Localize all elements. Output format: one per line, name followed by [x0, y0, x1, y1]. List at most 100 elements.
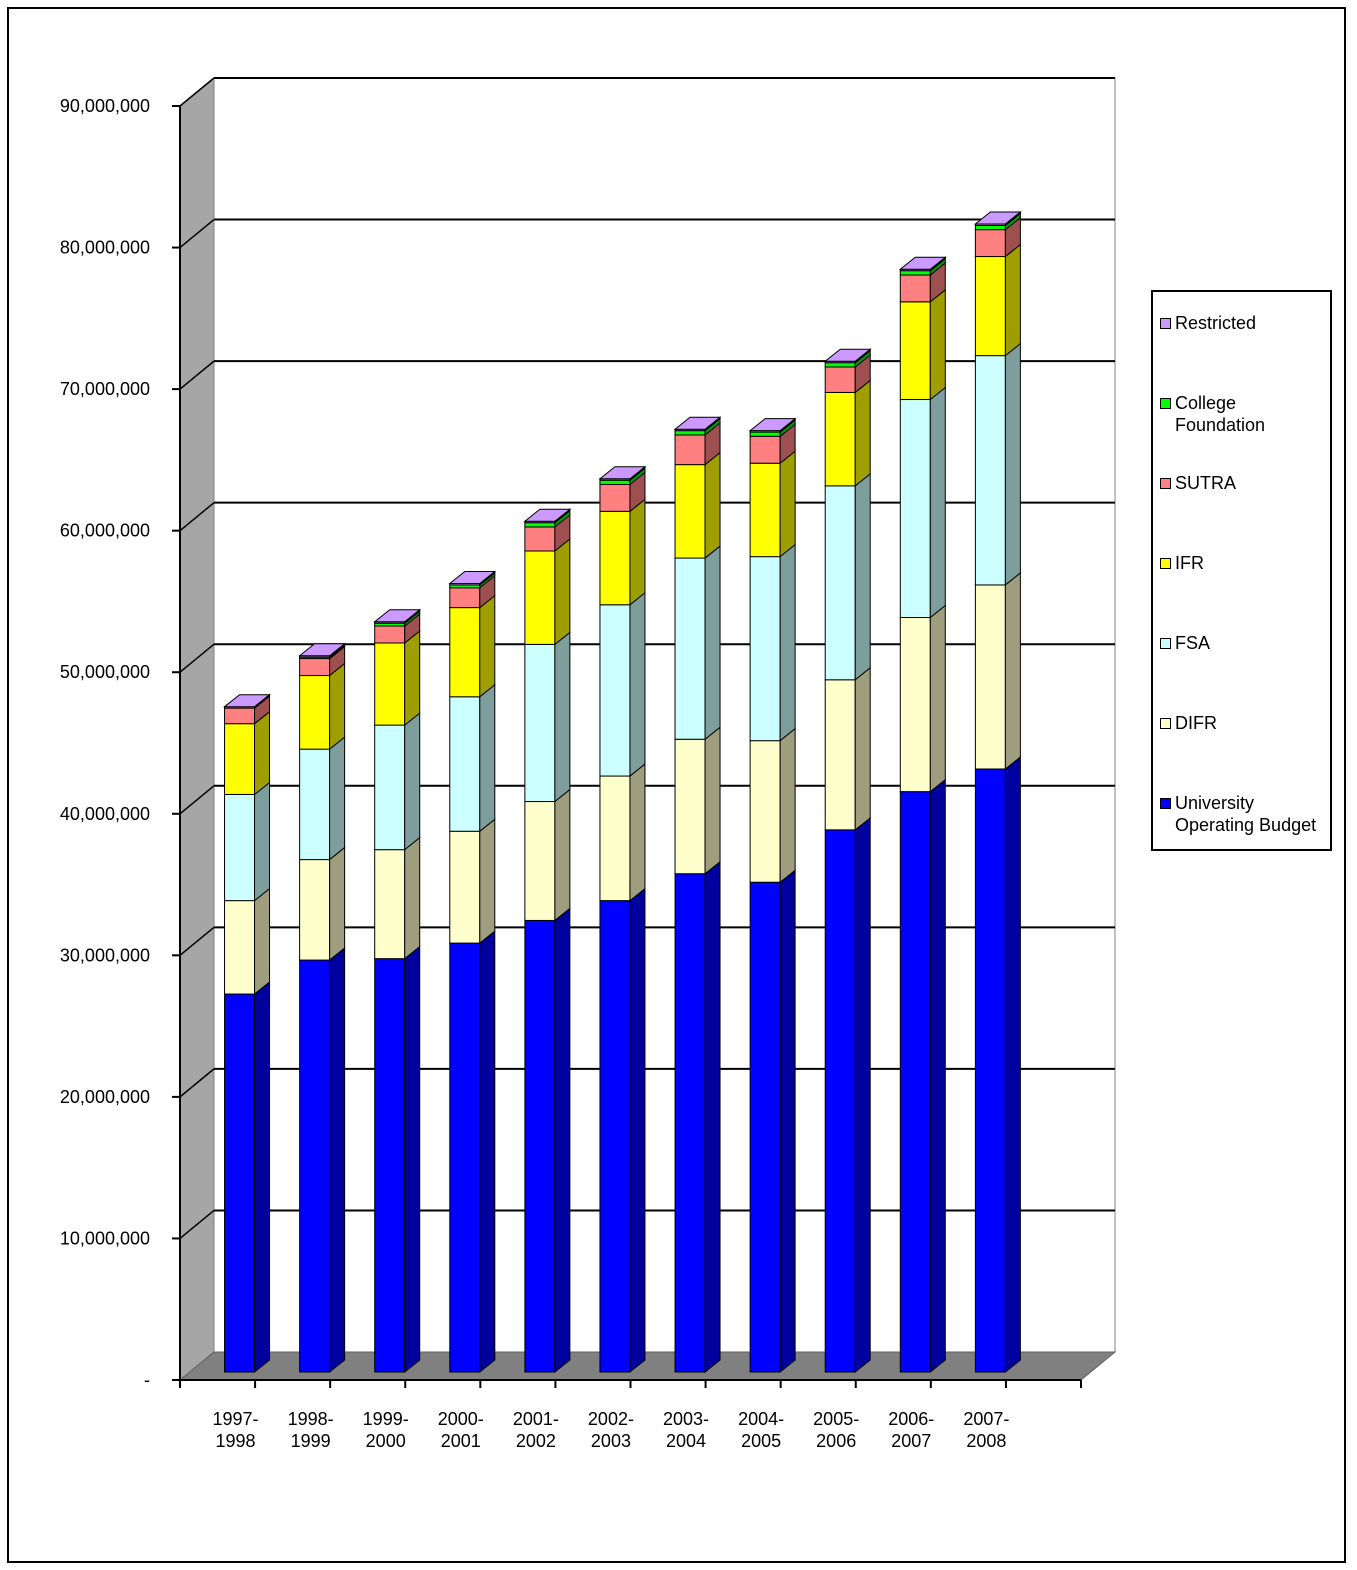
gridline-diagonal — [179, 1068, 215, 1098]
gridlines — [179, 77, 1115, 1240]
gridline-diagonal — [179, 926, 215, 956]
bar-segment — [599, 900, 631, 1373]
bar-segment-side — [629, 591, 646, 778]
bar-segment-side — [479, 930, 496, 1374]
bar-stack — [898, 256, 947, 1374]
bar-segment-side — [779, 727, 796, 884]
bar-segment — [374, 625, 406, 644]
bar-segment-side — [1004, 342, 1021, 586]
y-tick-label: 60,000,000 — [60, 521, 150, 541]
bar-segment-side — [254, 781, 271, 902]
bar-stack — [448, 570, 497, 1374]
bar-stack — [298, 642, 347, 1374]
bar-segment-side — [779, 450, 796, 558]
bar-segment-side — [1004, 571, 1021, 771]
x-tick-label: 2000- — [438, 1409, 484, 1429]
bar-segment-side — [779, 869, 796, 1374]
legend-swatch — [1160, 318, 1171, 329]
bar-segment — [224, 993, 256, 1373]
bar-stack — [373, 608, 422, 1374]
bar-segment — [824, 485, 856, 681]
bar-segment — [824, 829, 856, 1373]
bar-top — [598, 466, 647, 480]
legend: Restricted College Foundation SUTRA IFR FSA DI… — [1151, 290, 1332, 851]
bar-segment — [374, 849, 406, 960]
bar-stack — [748, 417, 797, 1374]
bar-segment-side — [254, 981, 271, 1374]
bar-stack — [523, 508, 572, 1374]
bar-segment-side — [479, 594, 496, 698]
legend-label: University Operating Budget — [1175, 792, 1316, 836]
legend-swatch — [1160, 718, 1171, 729]
bar-segment-side — [854, 472, 871, 681]
bar-segment — [824, 679, 856, 831]
bar-segment — [374, 958, 406, 1373]
y-tick-label: 40,000,000 — [60, 804, 150, 824]
bar-segment — [599, 604, 631, 777]
bar-segment-side — [929, 604, 946, 793]
y-tick-label: 20,000,000 — [60, 1087, 150, 1107]
bar-segment — [599, 510, 631, 606]
bar-segment-side — [1004, 243, 1021, 357]
bar-segment — [974, 768, 1006, 1373]
bar-top — [223, 694, 271, 708]
bar-segment — [299, 748, 331, 861]
legend-label-line: Restricted — [1175, 313, 1257, 333]
y-tick-labels: - 10,000,000 20,000,000 30,000,000 40,000,00… — [60, 96, 150, 1390]
gridline-diagonal — [179, 643, 215, 673]
x-tick-label: 2001 — [441, 1431, 481, 1451]
y-tick-label: 30,000,000 — [60, 945, 150, 965]
bar-segment — [899, 617, 931, 793]
bar-stack — [223, 693, 271, 1374]
bar-top — [298, 643, 347, 657]
y-tick-label: - — [144, 1370, 150, 1390]
x-tick-label: 2002- — [588, 1409, 634, 1429]
bar-segment — [449, 830, 481, 944]
bars — [223, 210, 1022, 1374]
bar-segment — [299, 959, 331, 1373]
legend-label: DIFR — [1175, 712, 1217, 734]
legend-swatch — [1160, 558, 1171, 569]
bar-segment-side — [929, 386, 946, 619]
x-tick-label: 2003- — [663, 1409, 709, 1429]
bar-top — [673, 416, 722, 430]
bar-segment-side — [479, 818, 496, 945]
bar-segment — [449, 942, 481, 1373]
bar-segment-side — [629, 498, 646, 606]
bar-segment-side — [854, 816, 871, 1374]
legend-label-line: College — [1175, 393, 1237, 413]
bar-stack — [823, 348, 872, 1374]
bar-segment-side — [854, 379, 871, 487]
legend-label-line: DIFR — [1175, 713, 1217, 733]
bar-stack — [598, 465, 647, 1374]
legend-swatch — [1160, 398, 1171, 409]
axes — [172, 105, 1082, 1388]
bar-segment — [749, 881, 781, 1373]
legend-item: College Foundation — [1160, 392, 1265, 436]
bar-segment — [674, 430, 706, 436]
bar-segment — [899, 270, 931, 276]
bar-top — [523, 508, 572, 522]
bar-segment — [524, 526, 556, 552]
bar-segment-side — [254, 887, 271, 996]
bar-segment-side — [554, 907, 571, 1374]
bar-segment — [674, 464, 706, 559]
x-tick-label: 1999 — [291, 1431, 331, 1451]
bar-segment — [224, 707, 256, 725]
bar-segment — [299, 658, 331, 677]
legend-swatch — [1160, 798, 1171, 809]
bar-segment-side — [629, 887, 646, 1374]
bar-segment — [524, 522, 556, 528]
gridline-diagonal — [179, 77, 215, 107]
bar-stack — [973, 210, 1022, 1374]
bar-segment — [749, 740, 781, 883]
bar-segment-side — [554, 788, 571, 922]
legend-label: Restricted — [1175, 312, 1256, 334]
bar-segment — [374, 724, 406, 851]
bar-segment — [749, 435, 781, 464]
bar-segment — [749, 556, 781, 742]
legend-item: Restricted — [1160, 312, 1256, 334]
bar-top — [973, 211, 1022, 225]
bar-segment — [524, 801, 556, 921]
